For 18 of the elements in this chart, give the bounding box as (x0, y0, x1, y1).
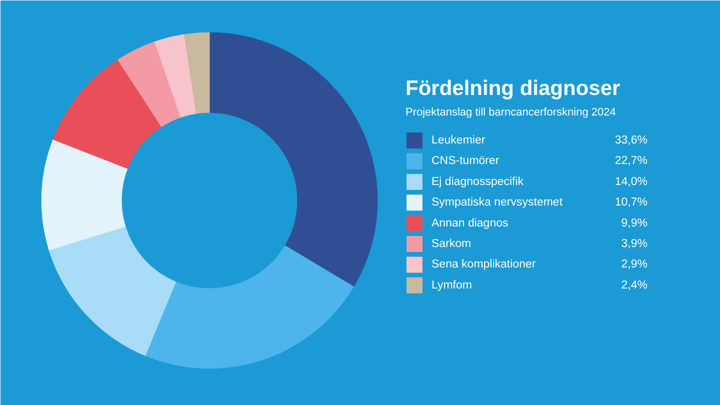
data-label: 10,7% (614, 196, 648, 209)
text: Fördelning diagnoser (406, 77, 620, 100)
data-label: 9,9% (621, 217, 648, 230)
data-label: 3,9% (621, 238, 648, 250)
data-label: 14,0% (614, 176, 648, 188)
legend-label: Leukemier (432, 134, 486, 146)
data-label: 33,6% (614, 134, 648, 146)
data-label: 2,9% (621, 258, 648, 271)
legend-label: CNS-tumörer (432, 155, 500, 168)
legend-label: Sarkom (432, 238, 472, 250)
legend-label: Ej diagnosspecifik (432, 176, 524, 188)
text: Projektanslag till barncancerforskning 2024 (406, 106, 616, 118)
data-label: 22,7% (614, 155, 648, 168)
legend-label: Sena komplikationer (432, 258, 536, 271)
data-label: 2,4% (621, 279, 648, 292)
legend-label: Annan diagnos (432, 217, 508, 230)
legend-label: Sympatiska nervsystemet (432, 196, 564, 209)
legend-label: Lymfom (432, 279, 472, 292)
